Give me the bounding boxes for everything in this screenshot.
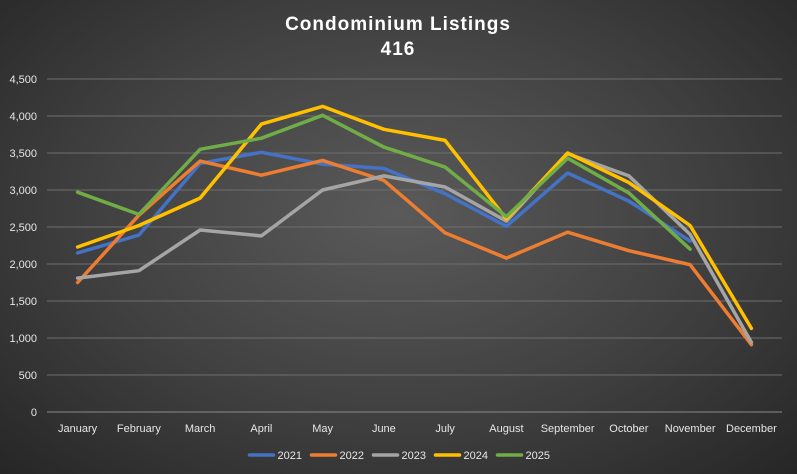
x-tick-label: November xyxy=(665,423,716,435)
series-line-2024 xyxy=(75,104,754,331)
y-tick-label: 1,500 xyxy=(9,296,37,308)
legend-label-2023: 2023 xyxy=(402,450,426,462)
chart-subtitle: 416 xyxy=(381,39,416,60)
x-tick-label: August xyxy=(489,423,523,435)
y-tick-label: 2,500 xyxy=(9,222,37,234)
legend-label-2022: 2022 xyxy=(340,450,364,462)
y-tick-label: 1,000 xyxy=(9,333,37,345)
legend-label-2025: 2025 xyxy=(526,450,550,462)
x-tick-label: June xyxy=(372,423,396,435)
chart-title: Condominium Listings xyxy=(285,14,511,35)
y-axis-ticks: 0 500 1,000 1,500 2,000 2,500 3,000 3,500 4,000 4… xyxy=(9,74,37,419)
x-tick-label: February xyxy=(117,423,162,435)
series-line-2022 xyxy=(75,158,754,347)
y-tick-label: 500 xyxy=(19,370,37,382)
y-tick-label: 0 xyxy=(31,407,37,419)
y-tick-label: 3,500 xyxy=(9,148,37,160)
x-axis-ticks: January February March April May June July Augu… xyxy=(58,423,777,435)
series-line-2025 xyxy=(75,113,692,251)
series-line-2023 xyxy=(75,151,754,345)
y-tick-label: 2,000 xyxy=(9,259,37,271)
x-tick-label: September xyxy=(541,423,595,435)
y-tick-label: 3,000 xyxy=(9,185,37,197)
x-tick-label: May xyxy=(312,423,333,435)
x-tick-label: January xyxy=(58,423,98,435)
x-tick-label: October xyxy=(609,423,648,435)
legend-label-2024: 2024 xyxy=(464,450,488,462)
x-tick-label: April xyxy=(250,423,272,435)
y-tick-label: 4,500 xyxy=(9,74,37,86)
x-tick-label: December xyxy=(726,423,777,435)
x-tick-label: March xyxy=(185,423,216,435)
x-tick-label: July xyxy=(435,423,455,435)
gridlines xyxy=(47,78,782,413)
series-line-2021 xyxy=(75,150,692,255)
y-tick-label: 4,000 xyxy=(9,111,37,123)
legend: 2021 2022 2023 2024 2025 xyxy=(247,450,550,462)
series-lines xyxy=(75,104,754,347)
legend-label-2021: 2021 xyxy=(278,450,302,462)
